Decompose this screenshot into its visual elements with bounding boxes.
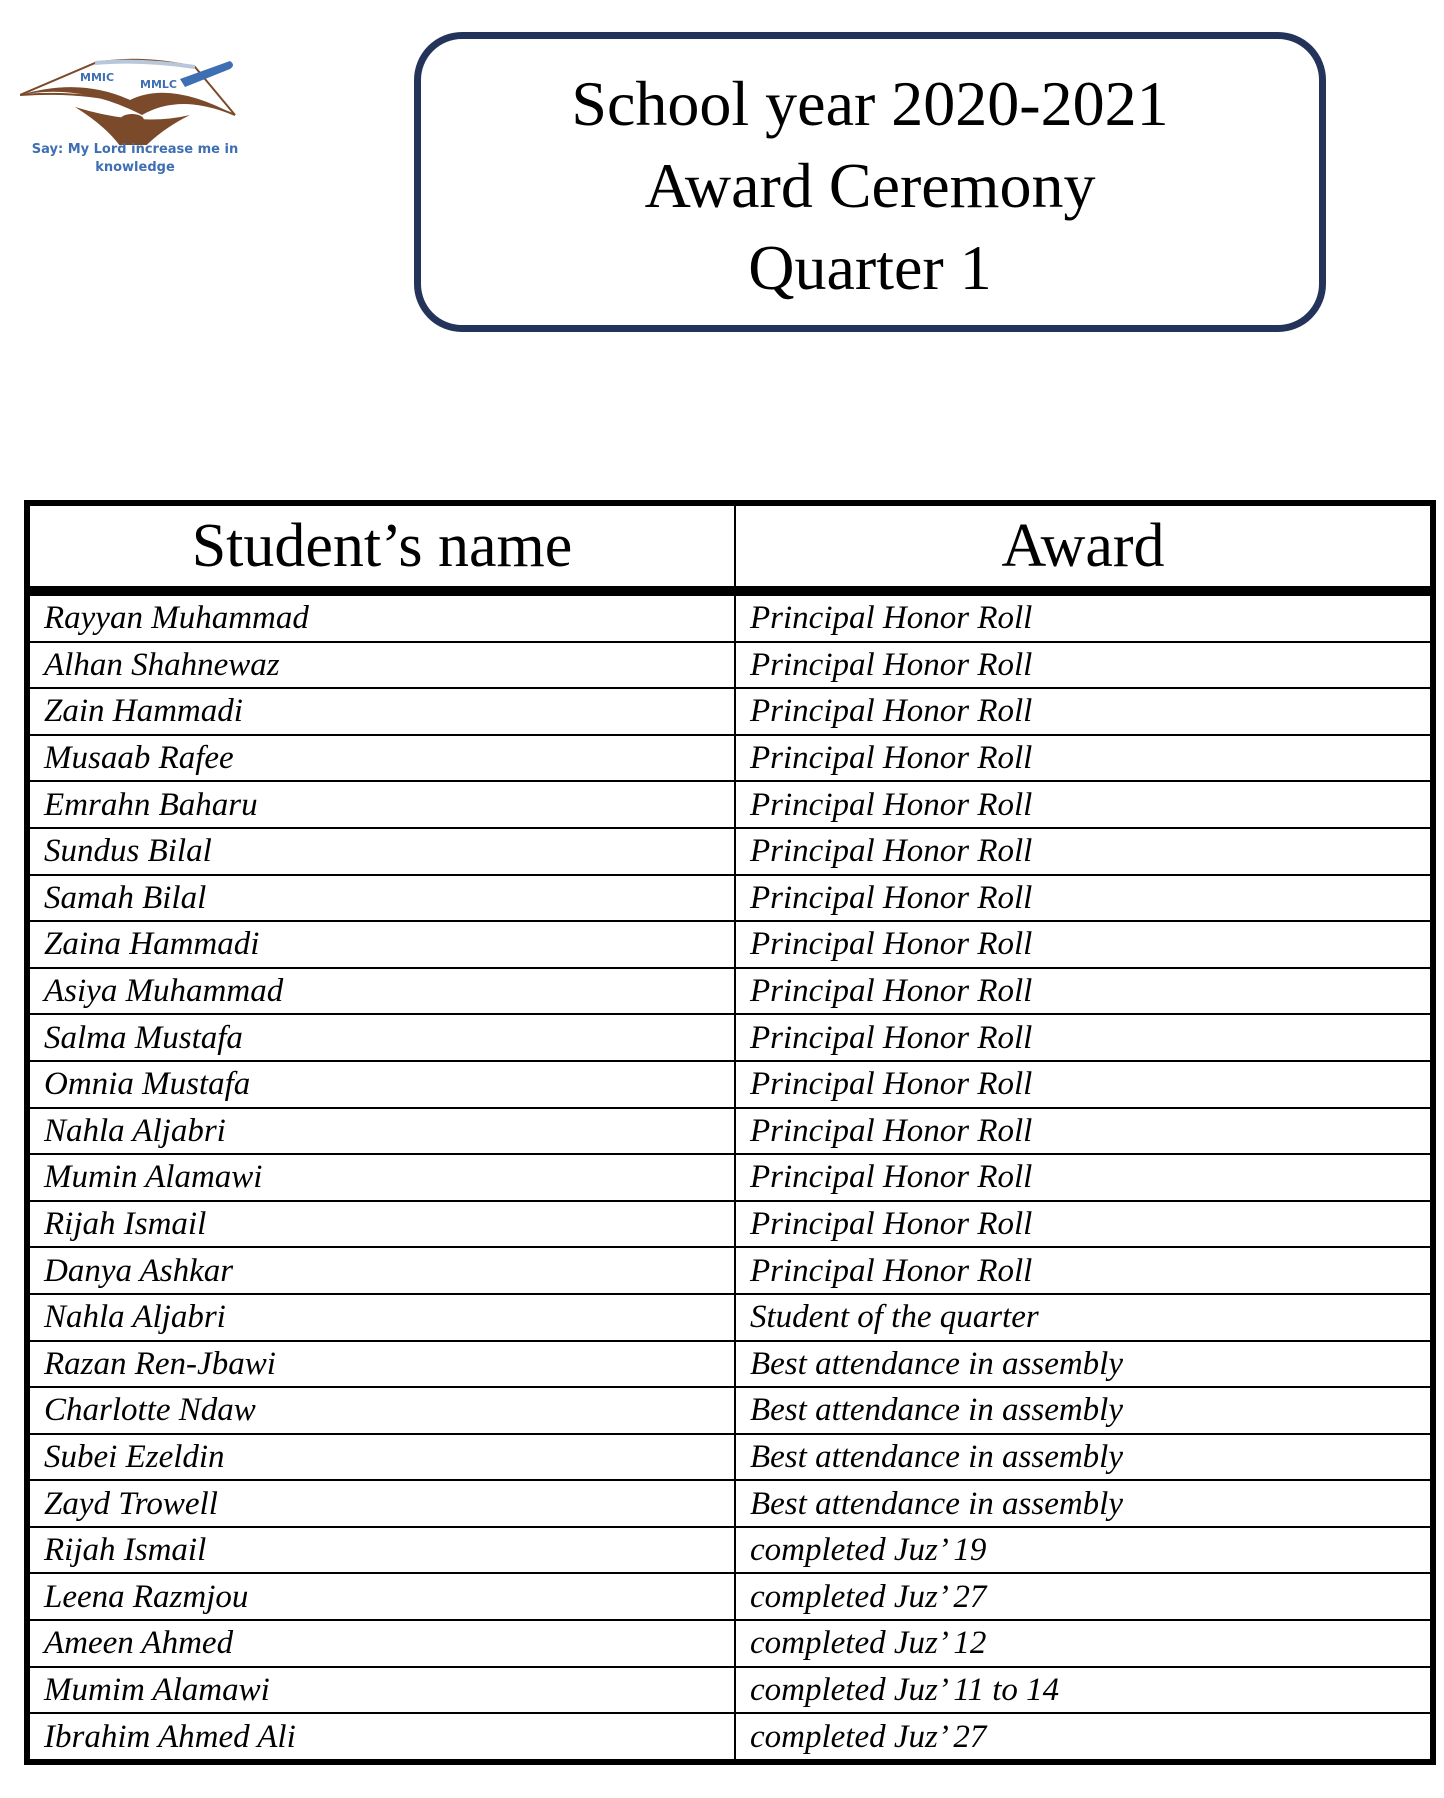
table-row: Zayd Trowell Best attendance in assembly (26, 1479, 1434, 1528)
award-cell: completed Juz’ 27 (734, 1712, 1434, 1763)
table-row: Ameen Ahmed completed Juz’ 12 (26, 1619, 1434, 1668)
table-header-row: Student’s name Award (26, 502, 1434, 596)
title-ceremony: Award Ceremony (644, 150, 1096, 221)
table-row: Ibrahim Ahmed Ali completed Juz’ 27 (26, 1712, 1434, 1763)
award-cell: Principal Honor Roll (734, 1153, 1434, 1202)
table-row: Asiya Muhammad Principal Honor Roll (26, 966, 1434, 1016)
student-name-cell: Rijah Ismail (26, 1199, 736, 1249)
student-name-cell: Emrahn Baharu (26, 780, 736, 829)
award-cell: Principal Honor Roll (734, 920, 1434, 969)
student-name-cell: Zayd Trowell (26, 1479, 736, 1528)
student-name-cell: Omnia Mustafa (26, 1059, 736, 1109)
award-cell: completed Juz’ 11 to 14 (734, 1665, 1434, 1715)
award-cell: Principal Honor Roll (734, 873, 1434, 923)
title-quarter: Quarter 1 (748, 232, 992, 303)
table-row: Mumim Alamawi completed Juz’ 11 to 14 (26, 1665, 1434, 1715)
award-cell: completed Juz’ 27 (734, 1572, 1434, 1622)
table-row: Musaab Rafee Principal Honor Roll (26, 733, 1434, 783)
header-award: Award (734, 502, 1434, 596)
title-school-year: School year 2020-2021 (571, 68, 1169, 139)
open-book-logo-icon: MMIC MMLC (19, 58, 236, 165)
award-cell: Principal Honor Roll (734, 1013, 1434, 1062)
table-row: Nahla Aljabri Principal Honor Roll (26, 1106, 1434, 1156)
award-cell: Principal Honor Roll (734, 640, 1434, 690)
student-name-cell: Samah Bilal (26, 873, 736, 923)
award-cell: Principal Honor Roll (734, 687, 1434, 736)
table-row: Rijah Ismail completed Juz’ 19 (26, 1525, 1434, 1575)
student-name-cell: Musaab Rafee (26, 733, 736, 783)
award-cell: Principal Honor Roll (734, 826, 1434, 876)
logo-motto: Say: My Lord increase me in knowledge (31, 142, 239, 175)
student-name-cell: Razan Ren-Jbawi (26, 1339, 736, 1389)
school-logo: MMIC MMLC Say: My Lord increase me in kn… (19, 55, 250, 185)
table-row: Mumin Alamawi Principal Honor Roll (26, 1153, 1434, 1202)
table-row: Samah Bilal Principal Honor Roll (26, 873, 1434, 923)
logo-text-mmlc: MMLC (140, 78, 177, 91)
table-row: Zain Hammadi Principal Honor Roll (26, 687, 1434, 736)
award-cell: Best attendance in assembly (734, 1386, 1434, 1435)
award-cell: Principal Honor Roll (734, 1246, 1434, 1295)
student-name-cell: Subei Ezeldin (26, 1432, 736, 1482)
table-row: Zaina Hammadi Principal Honor Roll (26, 920, 1434, 969)
table-row: Rijah Ismail Principal Honor Roll (26, 1199, 1434, 1249)
student-name-cell: Ameen Ahmed (26, 1619, 736, 1668)
student-name-cell: Leena Razmjou (26, 1572, 736, 1622)
table-row: Razan Ren-Jbawi Best attendance in assemb… (26, 1339, 1434, 1389)
student-name-cell: Rijah Ismail (26, 1525, 736, 1575)
table-row: Sundus Bilal Principal Honor Roll (26, 826, 1434, 876)
student-name-cell: Rayyan Muhammad (26, 590, 736, 643)
table-row: Nahla Aljabri Student of the quarter (26, 1292, 1434, 1342)
table-row: Omnia Mustafa Principal Honor Roll (26, 1059, 1434, 1109)
student-name-cell: Salma Mustafa (26, 1013, 736, 1062)
award-cell: Principal Honor Roll (734, 733, 1434, 783)
header-student-name: Student’s name (26, 502, 736, 596)
award-cell: completed Juz’ 19 (734, 1525, 1434, 1575)
award-cell: Best attendance in assembly (734, 1479, 1434, 1528)
student-name-cell: Alhan Shahnewaz (26, 640, 736, 690)
student-name-cell: Zain Hammadi (26, 687, 736, 736)
student-name-cell: Mumim Alamawi (26, 1665, 736, 1715)
student-name-cell: Danya Ashkar (26, 1246, 736, 1295)
award-cell: Principal Honor Roll (734, 780, 1434, 829)
table-row: Charlotte Ndaw Best attendance in assembl… (26, 1386, 1434, 1435)
table-row: Salma Mustafa Principal Honor Roll (26, 1013, 1434, 1062)
awards-table: Student’s name Award Rayyan Muhammad Prin… (24, 500, 1436, 1765)
student-name-cell: Mumin Alamawi (26, 1153, 736, 1202)
award-cell: Best attendance in assembly (734, 1432, 1434, 1482)
table-row: Rayyan Muhammad Principal Honor Roll (26, 590, 1434, 643)
table-row: Emrahn Baharu Principal Honor Roll (26, 780, 1434, 829)
award-cell: completed Juz’ 12 (734, 1619, 1434, 1668)
student-name-cell: Ibrahim Ahmed Ali (26, 1712, 736, 1763)
student-name-cell: Zaina Hammadi (26, 920, 736, 969)
logo-text-mmic: MMIC (80, 71, 114, 84)
student-name-cell: Nahla Aljabri (26, 1106, 736, 1156)
student-name-cell: Nahla Aljabri (26, 1292, 736, 1342)
table-row: Subei Ezeldin Best attendance in assembly (26, 1432, 1434, 1482)
award-cell: Principal Honor Roll (734, 590, 1434, 643)
award-cell: Principal Honor Roll (734, 1059, 1434, 1109)
table-row: Leena Razmjou completed Juz’ 27 (26, 1572, 1434, 1622)
table-row: Alhan Shahnewaz Principal Honor Roll (26, 640, 1434, 690)
award-cell: Principal Honor Roll (734, 1199, 1434, 1249)
award-cell: Student of the quarter (734, 1292, 1434, 1342)
student-name-cell: Sundus Bilal (26, 826, 736, 876)
title-box: School year 2020-2021 Award Ceremony Qua… (414, 32, 1326, 332)
award-cell: Principal Honor Roll (734, 966, 1434, 1016)
award-cell: Best attendance in assembly (734, 1339, 1434, 1389)
table-row: Danya Ashkar Principal Honor Roll (26, 1246, 1434, 1295)
student-name-cell: Asiya Muhammad (26, 966, 736, 1016)
award-cell: Principal Honor Roll (734, 1106, 1434, 1156)
student-name-cell: Charlotte Ndaw (26, 1386, 736, 1435)
